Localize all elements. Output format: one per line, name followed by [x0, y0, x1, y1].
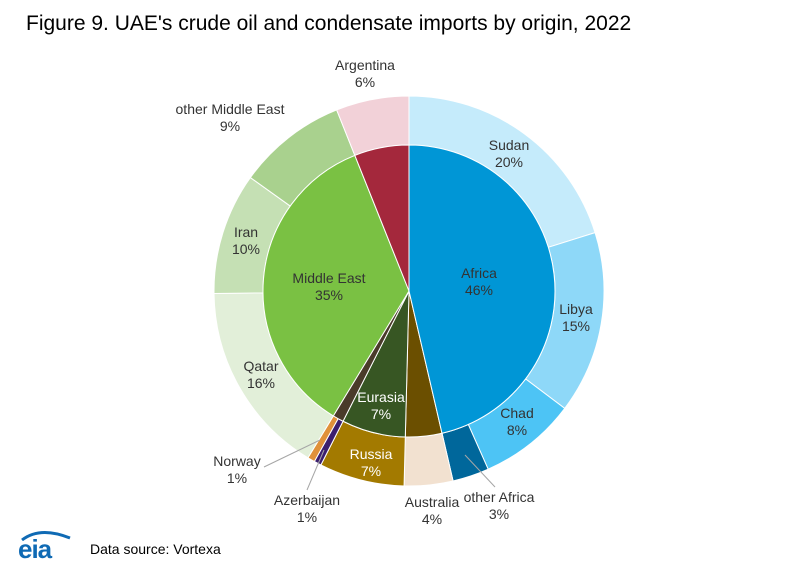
- label-chad: Chad 8%: [500, 405, 533, 438]
- leader-other-africa: [464, 454, 496, 488]
- data-source: Data source: Vortexa: [90, 541, 221, 557]
- label-qatar: Qatar 16%: [243, 358, 278, 391]
- label-other-africa: other Africa 3%: [464, 489, 535, 522]
- label-norway: Norway 1%: [213, 453, 260, 486]
- label-other-middle-east: other Middle East 9%: [176, 101, 285, 134]
- inner-ring: [262, 144, 556, 438]
- label-australia: Australia 4%: [405, 494, 460, 527]
- label-russia: Russia 7%: [350, 446, 393, 479]
- label-sudan: Sudan 20%: [489, 137, 529, 170]
- eia-logo-text: eia: [18, 534, 52, 564]
- chart-title: Figure 9. UAE's crude oil and condensate…: [26, 12, 632, 35]
- label-azerbaijan: Azerbaijan 1%: [274, 492, 340, 525]
- label-libya: Libya 15%: [559, 301, 593, 334]
- leader-lines: [263, 439, 496, 491]
- label-argentina: Argentina 6%: [335, 57, 395, 90]
- outer-ring: [213, 95, 605, 487]
- leader-azerbaijan: [306, 449, 325, 491]
- label-iran: Iran 10%: [232, 224, 260, 257]
- inner-slice-middle-east: [262, 154, 410, 417]
- label-africa: Africa 46%: [461, 265, 497, 298]
- slice-labels: Africa 46% Middle East 35% Eurasia 7% Sudan 20%…: [176, 57, 593, 527]
- label-eurasia: Eurasia 7%: [357, 389, 405, 422]
- leader-norway: [263, 439, 321, 468]
- inner-slice-africa: [408, 144, 556, 434]
- label-middle-east: Middle East 35%: [292, 270, 365, 303]
- eia-logo-icon: [21, 531, 71, 542]
- inner-slice-unlabeled: [354, 144, 410, 292]
